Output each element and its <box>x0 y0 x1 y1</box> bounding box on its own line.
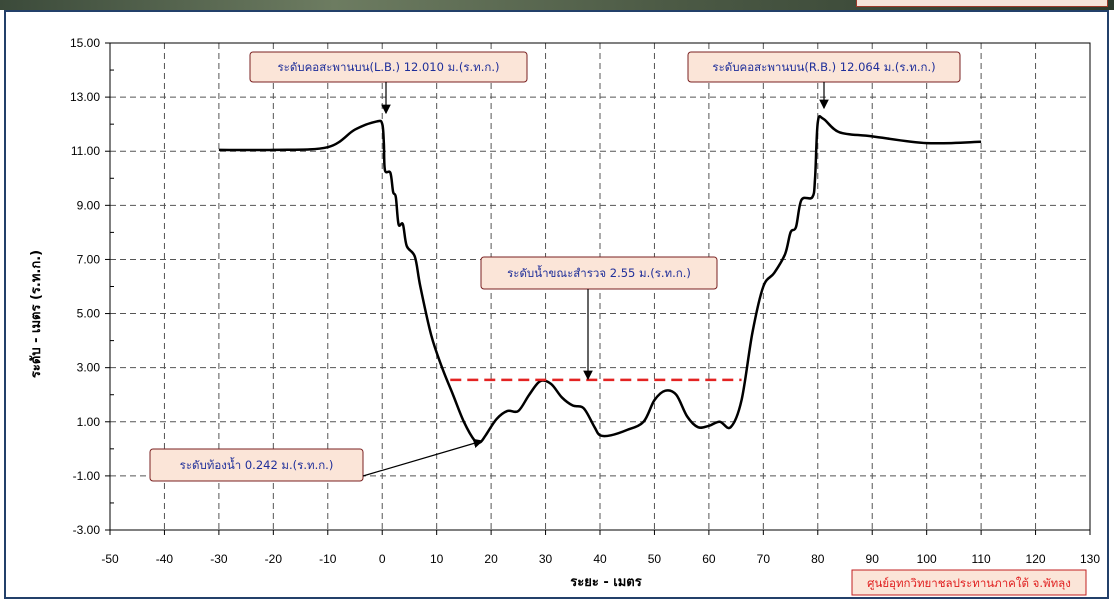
water-level-callout-box <box>480 256 718 290</box>
y-tick-label: -3.00 <box>73 523 101 537</box>
riverbed-callout-box <box>149 448 364 482</box>
plot-area-border <box>109 42 1091 531</box>
y-tick-label: 11.00 <box>71 144 100 158</box>
y-tick-label: 5.00 <box>77 307 101 321</box>
x-tick-label: 40 <box>593 552 607 566</box>
y-tick-label: -1.00 <box>73 469 101 483</box>
x-tick-label: 70 <box>757 552 771 566</box>
x-tick-label: 10 <box>430 552 444 566</box>
y-tick-label: 1.00 <box>77 415 101 429</box>
water-level-callout-text: ระดับน้ำขณะสำรวจ 2.55 ม.(ร.ท.ก.) <box>507 265 691 280</box>
x-tick-label: -50 <box>101 552 119 566</box>
riverbed-callout-arrow <box>362 438 484 477</box>
y-tick-label: 3.00 <box>77 361 101 375</box>
left-bank-callout: ระดับคอสะพานบน(L.B.) 12.010 ม.(ร.ท.ก.) <box>249 51 528 83</box>
annotations: ระดับคอสะพานบน(L.B.) 12.010 ม.(ร.ท.ก.) ระ… <box>149 51 961 482</box>
credit-box: ศูนย์อุทกวิทยาชลประทานภาคใต้ จ.พัทลุง <box>851 569 1087 596</box>
x-tick-label: 60 <box>702 552 716 566</box>
x-tick-label: 110 <box>972 552 991 566</box>
x-axis-title: ระยะ - เมตร <box>570 575 641 590</box>
x-tick-label: 30 <box>539 552 553 566</box>
top-banner-strip <box>0 0 1114 10</box>
x-tick-label: -20 <box>265 552 283 566</box>
tick-labels: -50 -40 -30 -20 -10 0 10 20 30 40 50 60 70 80 90 100 110… <box>70 36 1100 566</box>
y-axis-title: ระดับ - เมตร (ร.ท.ก.) <box>29 250 44 378</box>
credit-text: ศูนย์อุทกวิทยาชลประทานภาคใต้ จ.พัทลุง <box>867 576 1071 590</box>
x-tick-label: -30 <box>210 552 228 566</box>
right-bank-callout-text: ระดับคอสะพานบน(R.B.) 12.064 ม.(ร.ท.ก.) <box>712 60 935 74</box>
riverbed-callout: ระดับท้องน้ำ 0.242 ม.(ร.ท.ก.) <box>149 448 364 482</box>
x-tick-label: -10 <box>319 552 337 566</box>
y-tick-label: 15.00 <box>70 36 100 50</box>
x-tick-label: 100 <box>917 552 937 566</box>
right-bank-callout: ระดับคอสะพานบน(R.B.) 12.064 ม.(ร.ท.ก.) <box>687 51 961 83</box>
x-tick-label: 0 <box>379 552 386 566</box>
water-level-callout: ระดับน้ำขณะสำรวจ 2.55 ม.(ร.ท.ก.) <box>480 256 718 290</box>
x-tick-label: -40 <box>156 552 174 566</box>
series-layer <box>218 115 982 445</box>
riverbed-callout-text: ระดับท้องน้ำ 0.242 ม.(ร.ท.ก.) <box>180 457 334 472</box>
x-tick-label: 90 <box>866 552 880 566</box>
cross-section-line <box>218 115 982 445</box>
x-tick-label: 130 <box>1080 552 1100 566</box>
x-tick-label: 120 <box>1026 552 1046 566</box>
left-bank-callout-box <box>249 51 528 83</box>
chart-frame <box>4 10 1109 599</box>
y-tick-label: 9.00 <box>77 198 101 212</box>
y-tick-label: 7.00 <box>77 252 101 266</box>
x-tick-label: 20 <box>484 552 498 566</box>
left-bank-callout-text: ระดับคอสะพานบน(L.B.) 12.010 ม.(ร.ท.ก.) <box>277 60 499 74</box>
top-banner-tag <box>856 0 1108 7</box>
y-tick-label: 13.00 <box>70 90 100 104</box>
x-tick-label: 80 <box>811 552 825 566</box>
x-tick-label: 50 <box>648 552 662 566</box>
